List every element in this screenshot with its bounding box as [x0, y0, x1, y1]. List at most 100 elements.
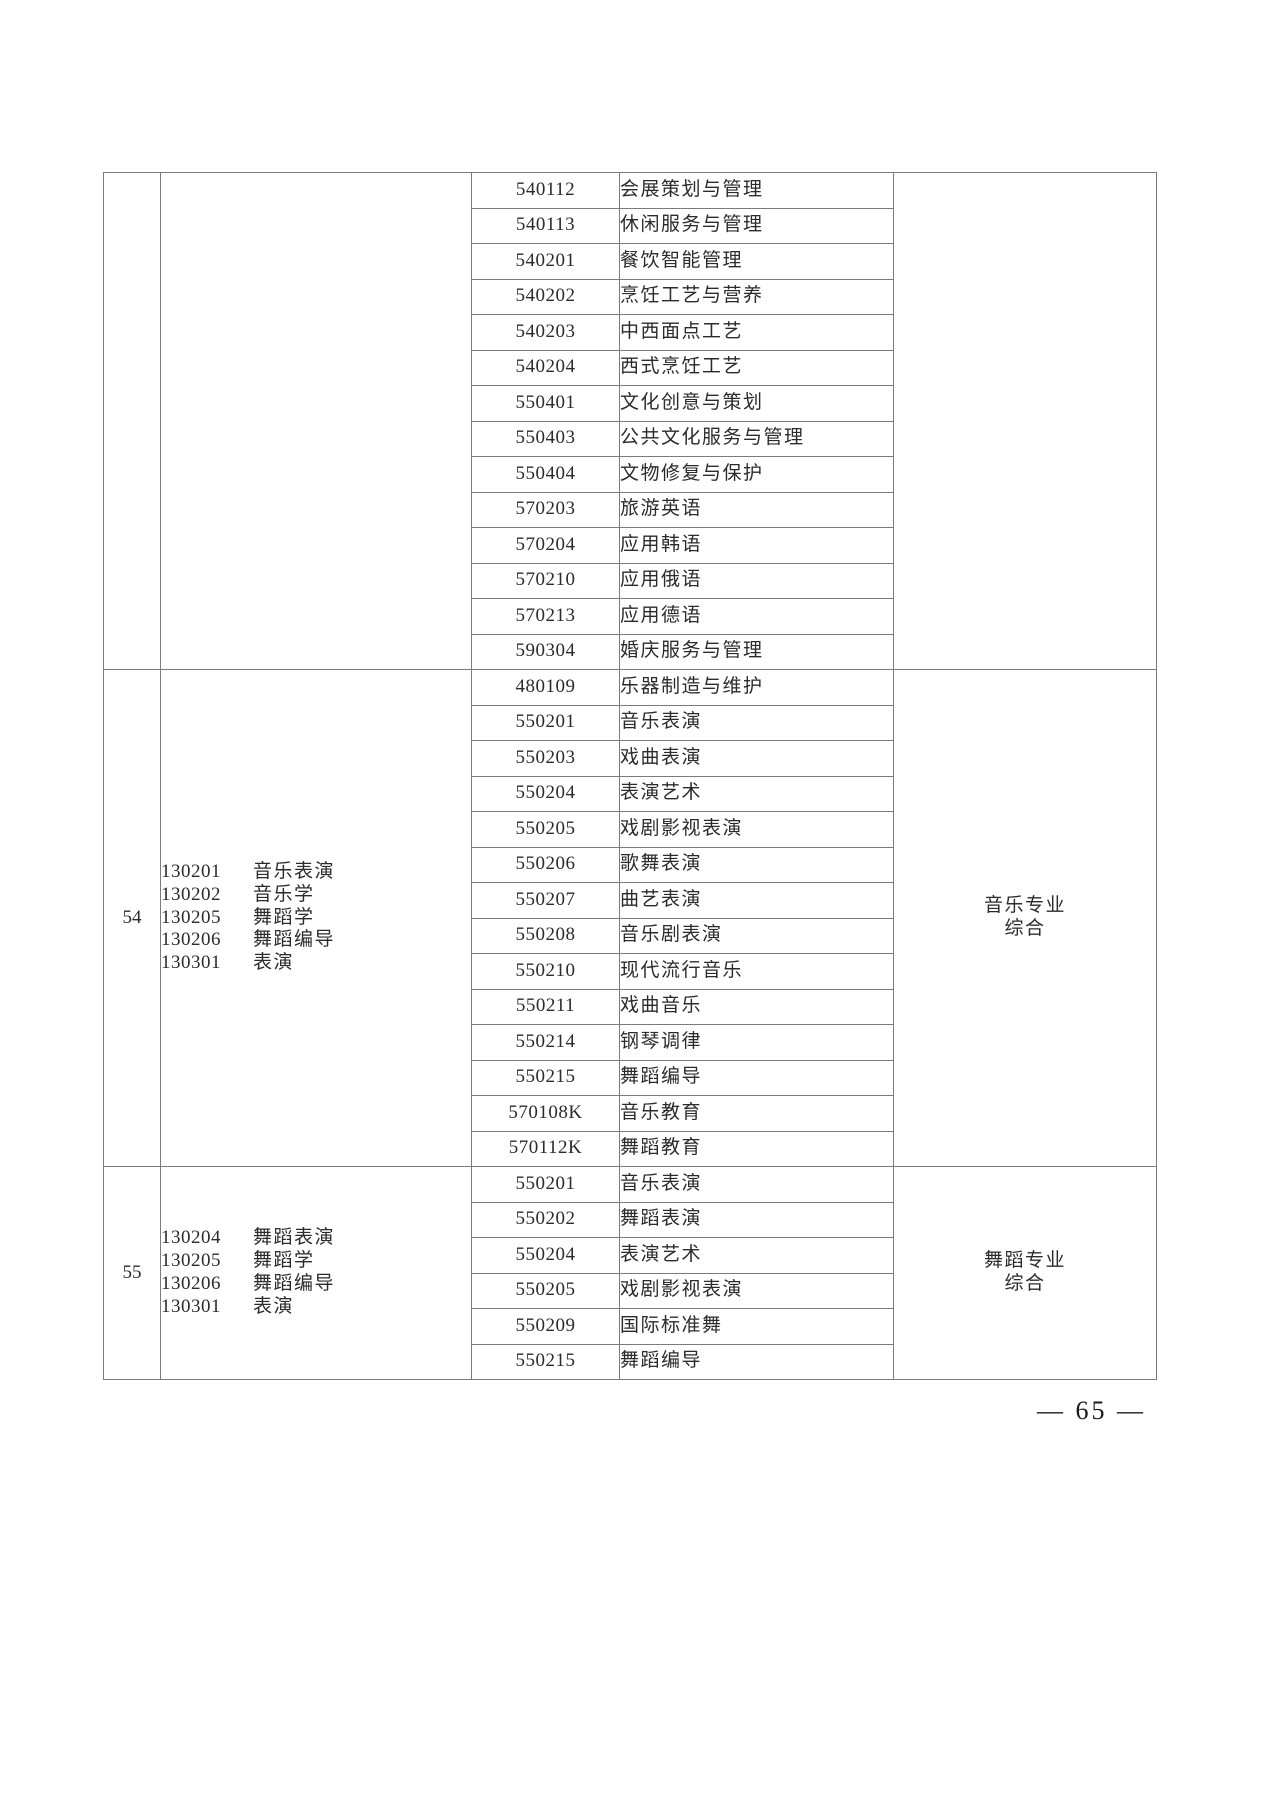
specialty-code-cell: 540113 — [471, 207, 620, 244]
specialty-name-cell: 舞蹈编导 — [619, 1059, 894, 1096]
specialty-code-cell: 550206 — [471, 846, 620, 883]
exam-subject-line: 综合 — [1004, 918, 1046, 939]
table-row: 570112K 舞蹈教育 — [104, 1130, 1157, 1167]
table-row: 550204 表演艺术 — [104, 1237, 1157, 1274]
specialty-name-cell: 应用德语 — [619, 598, 894, 635]
specialty-name-cell: 应用俄语 — [619, 562, 894, 599]
specialty-name-cell: 曲艺表演 — [619, 882, 894, 919]
exam-subject-line: 舞蹈专业 — [983, 1250, 1066, 1272]
specialty-name-cell: 音乐教育 — [619, 1095, 894, 1132]
specialty-code-cell: 540203 — [471, 314, 620, 351]
group-major-list-cell: 130204 舞蹈表演 130205 舞蹈学 130206 舞蹈编导 130301 表演 — [160, 1166, 472, 1380]
specialty-code-cell: 550210 — [471, 953, 620, 990]
major-code: 130202 — [161, 883, 221, 905]
major-entry: 130206 舞蹈编导 — [161, 929, 471, 952]
specialty-name-cell: 现代流行音乐 — [619, 953, 894, 990]
major-code: 130204 — [161, 1227, 221, 1249]
table-row: 550215 舞蹈编导 — [104, 1343, 1157, 1380]
exam-subject-cell — [893, 172, 1157, 670]
specialty-code-cell: 550203 — [471, 740, 620, 777]
specialty-code-cell: 590304 — [471, 633, 620, 670]
specialty-name-cell: 音乐表演 — [619, 704, 894, 741]
major-name: 表演 — [253, 952, 295, 974]
group-index-cell: 55 — [103, 1166, 161, 1380]
specialty-name-cell: 婚庆服务与管理 — [619, 633, 894, 670]
specialty-name-cell: 乐器制造与维护 — [619, 669, 894, 706]
major-name: 音乐学 — [253, 883, 315, 905]
group-major-list-cell — [160, 172, 472, 670]
specialty-name-cell: 会展策划与管理 — [619, 172, 894, 209]
table-row: 570204 应用韩语 — [104, 527, 1157, 564]
major-code: 130301 — [161, 1295, 221, 1317]
table-row: 570210 应用俄语 — [104, 562, 1157, 599]
table-row: 550401 文化创意与策划 — [104, 385, 1157, 422]
specialty-name-cell: 文物修复与保护 — [619, 456, 894, 493]
major-name: 音乐表演 — [253, 861, 336, 882]
major-code: 130206 — [161, 929, 221, 951]
specialty-name-cell: 戏曲表演 — [619, 740, 894, 777]
table-row: 570213 应用德语 — [104, 598, 1157, 635]
specialty-code-cell: 550215 — [471, 1059, 620, 1096]
major-entry: 130204 舞蹈表演 — [161, 1227, 471, 1250]
specialty-code-cell: 570204 — [471, 527, 620, 564]
table-row: 550208 音乐剧表演 — [104, 917, 1157, 954]
specialty-code-cell: 550201 — [471, 704, 620, 741]
table-row: 570108K 音乐教育 — [104, 1095, 1157, 1132]
specialty-code-cell: 550209 — [471, 1308, 620, 1345]
table-row: 540112 会展策划与管理 — [103, 172, 1157, 670]
specialty-name-cell: 表演艺术 — [619, 1237, 894, 1274]
specialty-code-cell: 570108K — [471, 1095, 620, 1132]
table-row: 550211 戏曲音乐 — [104, 988, 1157, 1025]
specialty-name-cell: 戏曲音乐 — [619, 988, 894, 1025]
specialty-code-cell: 570203 — [471, 491, 620, 528]
table-row: 550205 戏剧影视表演 — [104, 811, 1157, 848]
specialty-name-cell: 烹饪工艺与营养 — [619, 278, 894, 315]
table-row: 550201 音乐表演 — [104, 704, 1157, 741]
major-name: 舞蹈编导 — [253, 1273, 336, 1294]
major-entry: 130201 音乐表演 — [161, 861, 471, 884]
specialty-code-cell: 570210 — [471, 562, 620, 599]
specialty-name-cell: 中西面点工艺 — [619, 314, 894, 351]
specialty-code-cell: 550403 — [471, 420, 620, 457]
table-row: 550214 钢琴调律 — [104, 1024, 1157, 1061]
table-body: 540112 会展策划与管理 540113 休闲服务与管理 540201 餐饮智能管理 54… — [103, 172, 1157, 1380]
specialty-code-cell: 550215 — [471, 1343, 620, 1380]
specialty-name-cell: 文化创意与策划 — [619, 385, 894, 422]
table-row: 590304 婚庆服务与管理 — [104, 633, 1157, 670]
specialty-name-cell: 应用韩语 — [619, 527, 894, 564]
major-name: 舞蹈学 — [253, 906, 315, 928]
major-code: 130205 — [161, 906, 221, 928]
table-row: 550404 文物修复与保护 — [104, 456, 1157, 493]
specialty-name-cell: 休闲服务与管理 — [619, 207, 894, 244]
specialty-code-cell: 550214 — [471, 1024, 620, 1061]
specialty-code-cell: 550207 — [471, 882, 620, 919]
specialty-code-cell: 550205 — [471, 1272, 620, 1309]
major-name: 表演 — [253, 1295, 295, 1317]
group-index-cell — [103, 172, 161, 670]
specialty-name-cell: 公共文化服务与管理 — [619, 420, 894, 457]
major-comparison-table: 540112 会展策划与管理 540113 休闲服务与管理 540201 餐饮智能管理 54… — [103, 172, 1157, 1380]
table-row: 550403 公共文化服务与管理 — [104, 420, 1157, 457]
specialty-code-cell: 540201 — [471, 243, 620, 280]
table-row: 540203 中西面点工艺 — [104, 314, 1157, 351]
major-entry: 130202 音乐学 — [161, 884, 471, 907]
table-row: 540202 烹饪工艺与营养 — [104, 278, 1157, 315]
exam-subject-line: 综合 — [1004, 1273, 1046, 1294]
specialty-code-cell: 550211 — [471, 988, 620, 1025]
major-name: 舞蹈学 — [253, 1250, 315, 1272]
specialty-name-cell: 音乐表演 — [619, 1166, 894, 1203]
specialty-code-cell: 550205 — [471, 811, 620, 848]
specialty-name-cell: 餐饮智能管理 — [619, 243, 894, 280]
specialty-name-cell: 戏剧影视表演 — [619, 1272, 894, 1309]
specialty-code-cell: 570112K — [471, 1130, 620, 1167]
specialty-name-cell: 戏剧影视表演 — [619, 811, 894, 848]
specialty-name-cell: 舞蹈表演 — [619, 1201, 894, 1238]
exam-subject-cell: 舞蹈专业 综合 — [893, 1166, 1157, 1380]
major-entry: 130206 舞蹈编导 — [161, 1273, 471, 1296]
specialty-code-cell: 570213 — [471, 598, 620, 635]
table-row: 54 130201 音乐表演 130202 音乐学 130205 舞蹈学 130206 舞蹈编导… — [103, 669, 1157, 1167]
table-row: 550203 戏曲表演 — [104, 740, 1157, 777]
specialty-name-cell: 音乐剧表演 — [619, 917, 894, 954]
specialty-code-cell: 540204 — [471, 349, 620, 386]
